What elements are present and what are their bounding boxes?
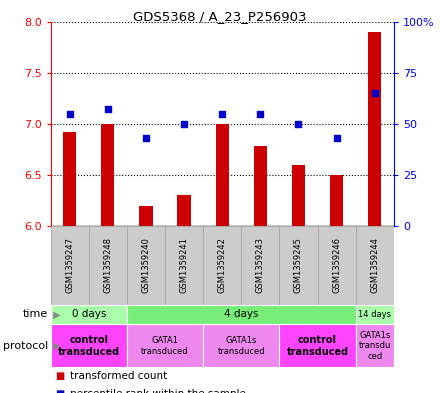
Bar bbox=[51, 226, 89, 305]
Text: GATA1s
transduced: GATA1s transduced bbox=[217, 336, 265, 356]
Bar bbox=[127, 226, 165, 305]
Bar bbox=[253, 146, 267, 226]
Point bbox=[333, 135, 340, 141]
Bar bbox=[279, 324, 356, 367]
Text: GSM1359242: GSM1359242 bbox=[218, 237, 227, 293]
Text: GSM1359248: GSM1359248 bbox=[103, 237, 112, 293]
Bar bbox=[165, 226, 203, 305]
Bar bbox=[177, 195, 191, 226]
Text: GSM1359245: GSM1359245 bbox=[294, 237, 303, 293]
Bar bbox=[318, 226, 356, 305]
Text: transformed count: transformed count bbox=[70, 371, 168, 381]
Text: ▶: ▶ bbox=[50, 341, 61, 351]
Bar bbox=[356, 305, 394, 324]
Text: control
transduced: control transduced bbox=[286, 335, 348, 356]
Bar bbox=[139, 206, 153, 226]
Text: GSM1359244: GSM1359244 bbox=[370, 237, 379, 293]
Bar bbox=[127, 305, 356, 324]
Bar bbox=[292, 165, 305, 226]
Text: ▶: ▶ bbox=[50, 309, 61, 320]
Text: percentile rank within the sample: percentile rank within the sample bbox=[70, 389, 246, 393]
Bar bbox=[51, 324, 127, 367]
Point bbox=[66, 110, 73, 117]
Bar bbox=[203, 226, 241, 305]
Point bbox=[295, 121, 302, 127]
Bar bbox=[368, 32, 381, 226]
Bar bbox=[101, 124, 114, 226]
Point bbox=[219, 110, 226, 117]
Text: GATA1
transduced: GATA1 transduced bbox=[141, 336, 189, 356]
Bar bbox=[63, 132, 77, 226]
Text: GSM1359246: GSM1359246 bbox=[332, 237, 341, 293]
Point bbox=[371, 90, 378, 96]
Text: 4 days: 4 days bbox=[224, 309, 259, 320]
Point bbox=[180, 121, 187, 127]
Text: ■: ■ bbox=[55, 371, 64, 381]
Text: protocol: protocol bbox=[3, 341, 48, 351]
Text: time: time bbox=[23, 309, 48, 320]
Point bbox=[257, 110, 264, 117]
Bar bbox=[51, 305, 127, 324]
Text: 0 days: 0 days bbox=[72, 309, 106, 320]
Text: GSM1359241: GSM1359241 bbox=[180, 237, 189, 293]
Bar bbox=[279, 226, 318, 305]
Bar bbox=[241, 226, 279, 305]
Bar bbox=[216, 124, 229, 226]
Bar bbox=[127, 324, 203, 367]
Bar bbox=[330, 175, 343, 226]
Text: GSM1359247: GSM1359247 bbox=[65, 237, 74, 293]
Point bbox=[143, 135, 150, 141]
Point bbox=[104, 107, 111, 113]
Text: GDS5368 / A_23_P256903: GDS5368 / A_23_P256903 bbox=[133, 10, 307, 23]
Text: GSM1359243: GSM1359243 bbox=[256, 237, 265, 293]
Bar bbox=[356, 324, 394, 367]
Text: GSM1359240: GSM1359240 bbox=[141, 237, 150, 293]
Bar bbox=[203, 324, 279, 367]
Text: ■: ■ bbox=[55, 389, 64, 393]
Text: GATA1s
transdu
ced: GATA1s transdu ced bbox=[359, 331, 391, 361]
Bar bbox=[89, 226, 127, 305]
Text: 14 days: 14 days bbox=[358, 310, 391, 319]
Bar bbox=[356, 226, 394, 305]
Text: control
transduced: control transduced bbox=[58, 335, 120, 356]
